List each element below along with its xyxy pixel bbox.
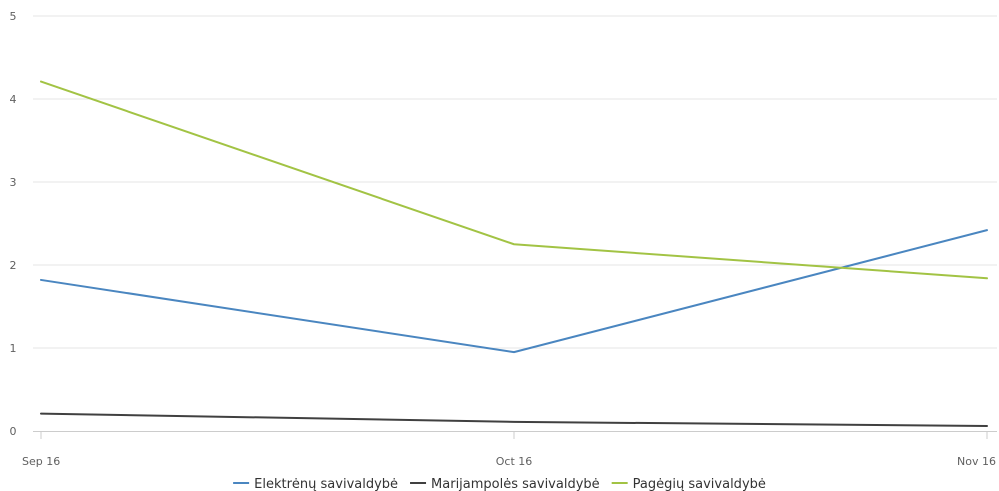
y-tick-label: 4 [10,93,17,106]
y-tick-label: 0 [10,425,17,438]
series-line-1 [40,412,988,428]
x-tick-label: Oct 16 [496,455,533,468]
series-lines [40,80,988,428]
legend-item[interactable]: Pagėgių savivaldybė [611,477,766,491]
series-line-2 [40,80,988,280]
legend-item[interactable]: Marijampolės savivaldybė [410,477,600,491]
legend-label: Pagėgių savivaldybė [633,477,766,491]
y-tick-label: 5 [10,10,17,23]
y-tick-label: 3 [10,176,17,189]
y-axis-ticks: 0 1 2 3 4 5 [10,10,17,438]
series-line-0 [40,229,988,354]
legend-label: Marijampolės savivaldybė [431,477,600,491]
x-axis-ticks: Sep 16 Oct 16 Nov 16 [22,431,996,468]
gridlines [33,15,997,349]
x-tick-label: Nov 16 [957,455,996,468]
legend-label: Elektrėnų savivaldybė [254,477,398,491]
legend-item[interactable]: Elektrėnų savivaldybė [233,477,398,491]
legend[interactable]: Elektrėnų savivaldybė Marijampolės saviva… [233,477,766,491]
y-tick-label: 1 [10,342,17,355]
x-tick-label: Sep 16 [22,455,60,468]
y-tick-label: 2 [10,259,17,272]
